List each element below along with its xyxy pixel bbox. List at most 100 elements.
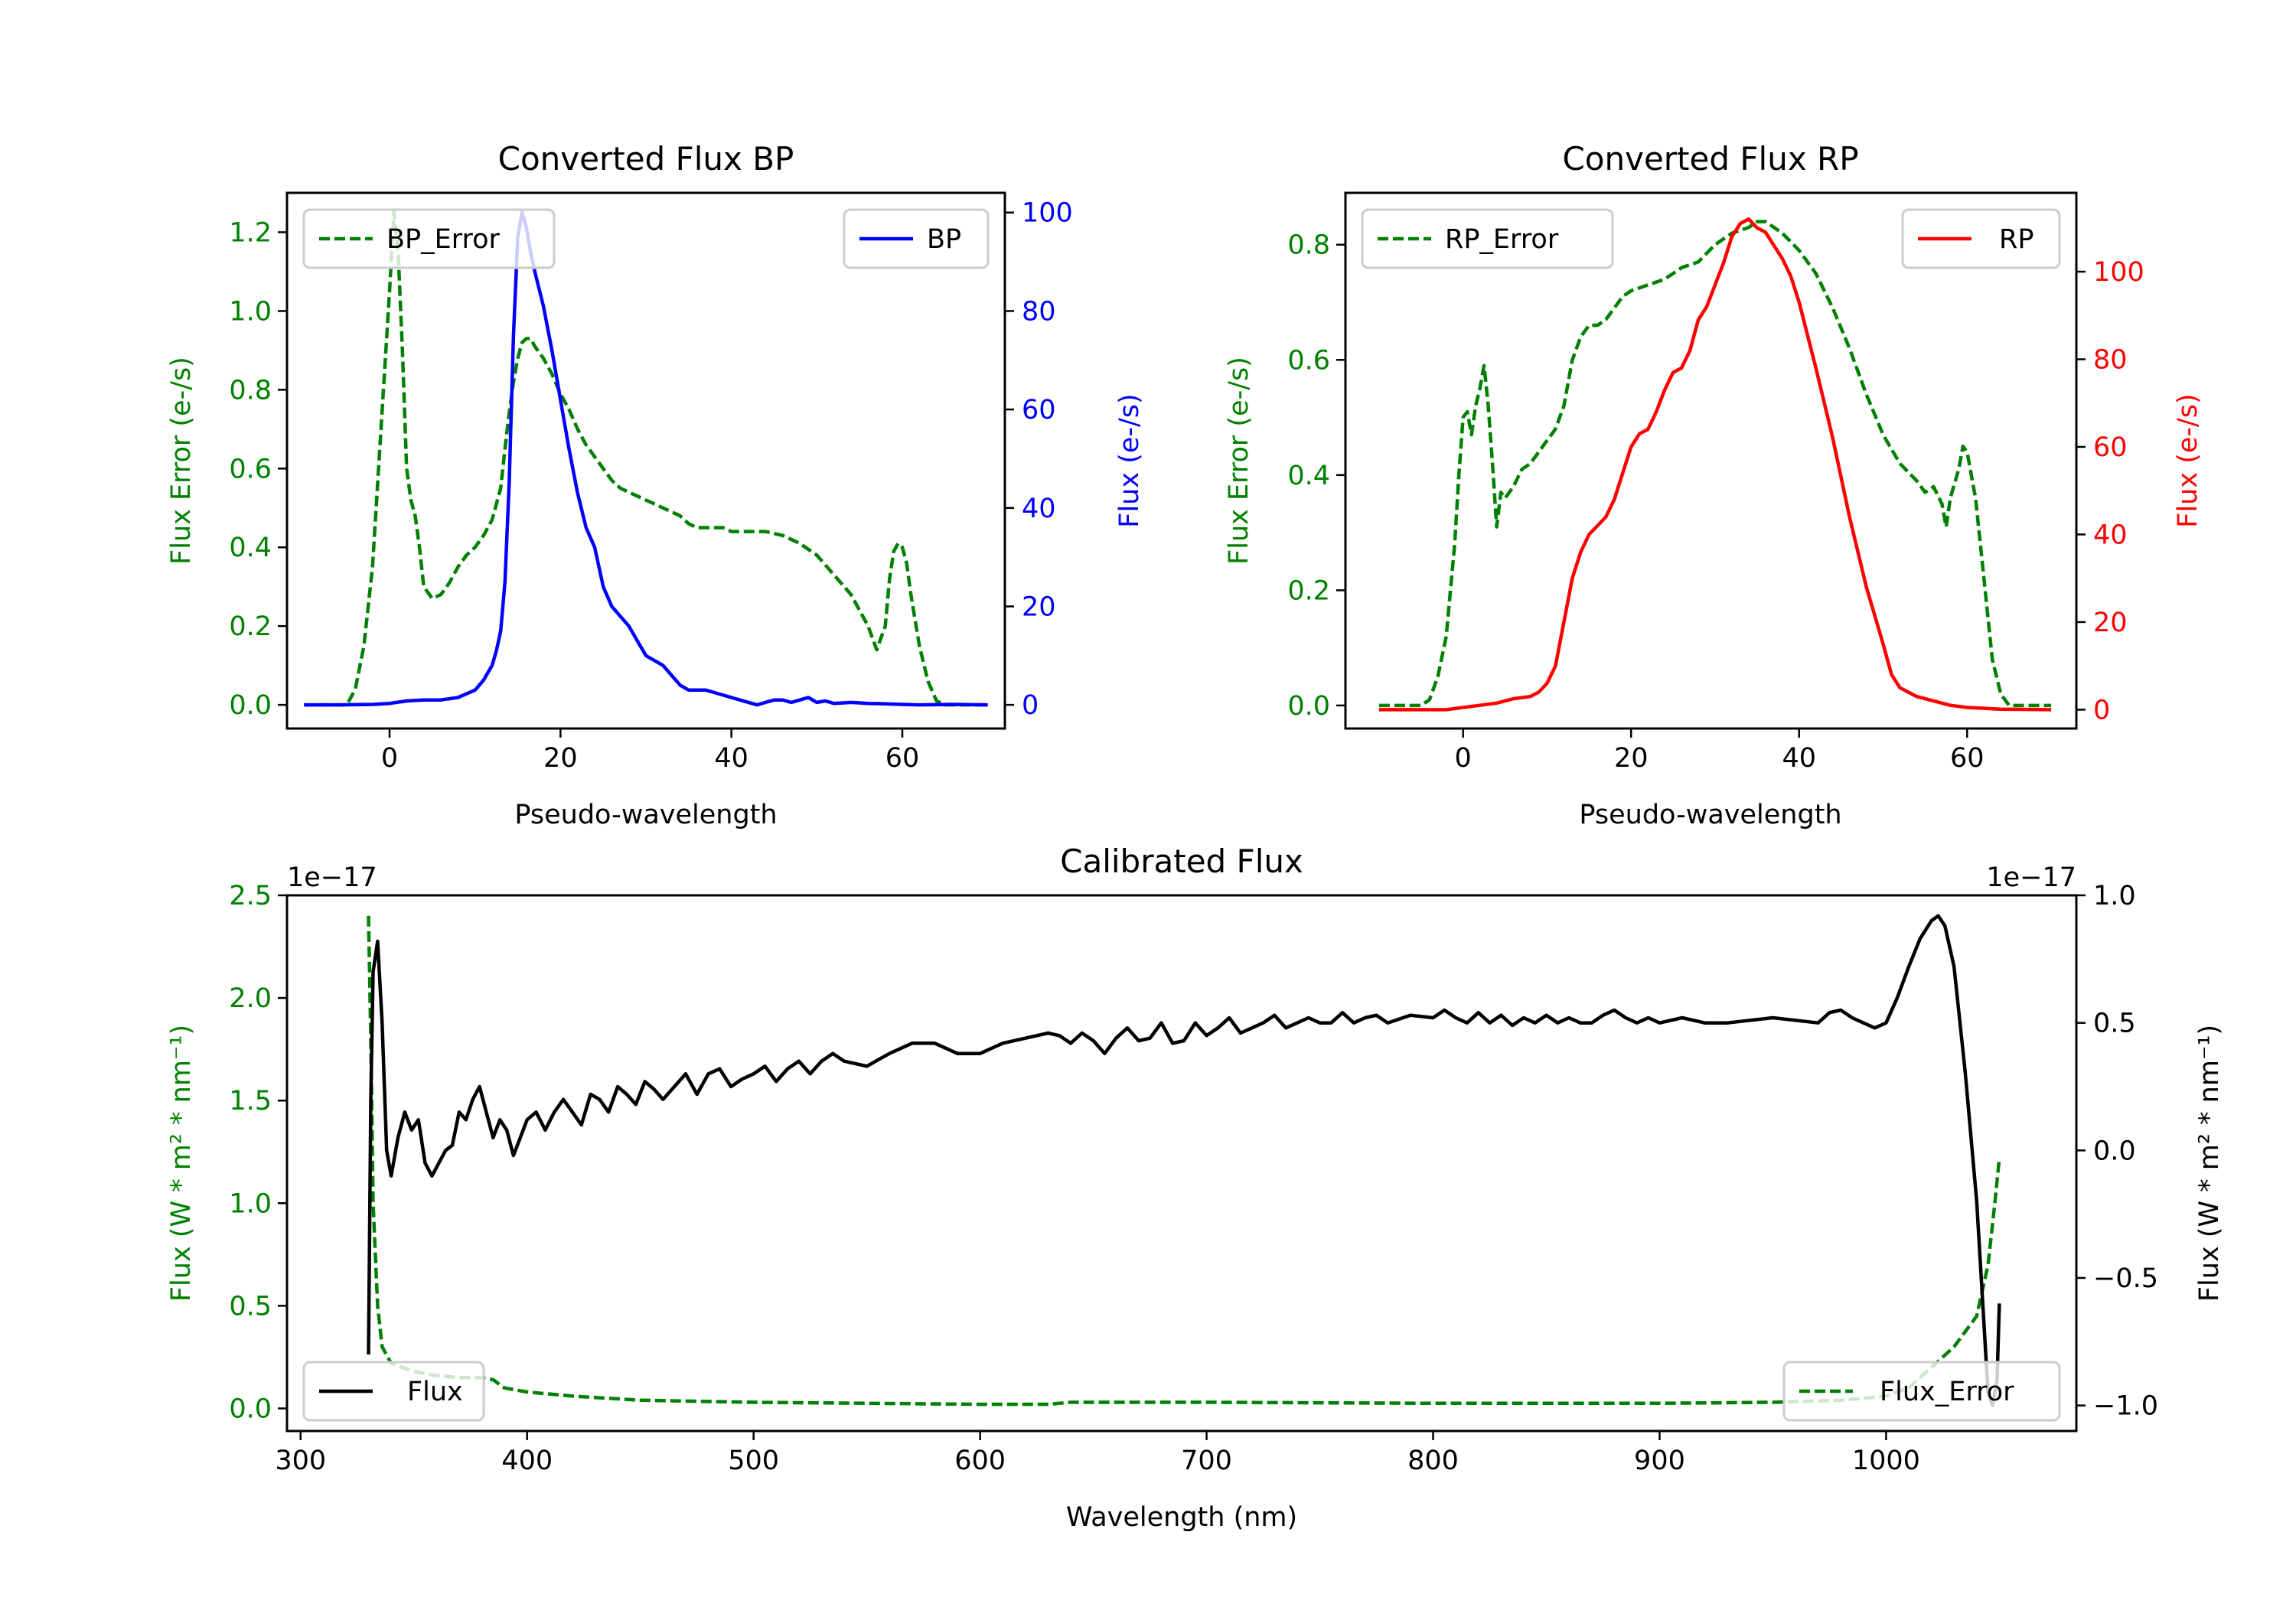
bp-left-tick-label: 0.6 (229, 454, 272, 484)
cal-x-tick-label: 700 (1181, 1446, 1232, 1476)
rp-right-tick-label: 60 (2093, 432, 2128, 463)
cal-legend-flux: Flux (302, 1361, 485, 1422)
bp-right-tick-label: 20 (1022, 592, 1056, 622)
rp-left-tick-label: 0.2 (1287, 575, 1330, 606)
bp-right-tick-label: 100 (1022, 198, 1073, 229)
rp-series-rp-error-line (1378, 220, 2052, 708)
rp-legend-flux: RP (1901, 208, 2061, 269)
cal-series-flux-line (367, 914, 2001, 1407)
bp-left-tick-label: 1.2 (229, 217, 272, 248)
rp-left-ticks: 0.0 0.2 0.4 0.6 0.8 (1287, 230, 1345, 722)
bp-legend-error-box (302, 208, 556, 269)
bp-axes-frame (285, 191, 1006, 730)
cal-left-tick-label: 2.0 (229, 983, 272, 1014)
bp-series-bp-error-line (304, 210, 988, 707)
cal-legend-error-label: Flux_Error (1880, 1377, 2014, 1407)
cal-x-tick-label: 800 (1407, 1446, 1459, 1476)
rp-x-axis-label: Pseudo-wavelength (1579, 800, 1841, 830)
bp-right-ticks: 0 20 40 60 80 100 (1005, 198, 1073, 721)
bp-x-axis-label: Pseudo-wavelength (514, 800, 777, 830)
cal-x-tick-label: 500 (728, 1446, 779, 1476)
rp-legend-error: RP_Error (1361, 208, 1614, 269)
rp-left-tick-label: 0.6 (1287, 345, 1330, 376)
bp-x-tick-label: 60 (885, 743, 920, 774)
cal-axes-frame (285, 894, 2078, 1433)
rp-legend-error-label: RP_Error (1445, 224, 1559, 255)
bp-x-tick-label: 20 (543, 743, 578, 774)
bp-right-tick-label: 80 (1022, 296, 1056, 327)
bp-right-tick-label: 40 (1022, 494, 1056, 524)
cal-left-tick-label: 2.5 (229, 881, 272, 911)
cal-left-tick-label: 1.0 (229, 1188, 272, 1219)
bp-legend-error: BP_Error (302, 208, 556, 269)
rp-right-tick-label: 0 (2093, 695, 2110, 725)
rp-left-tick-label: 0.0 (1287, 691, 1330, 722)
cal-legend-flux-label: Flux (407, 1377, 463, 1407)
bp-left-tick-label: 1.0 (229, 296, 272, 327)
rp-legend-flux-box (1901, 208, 2061, 269)
rp-right-ticks: 0 20 40 60 80 100 (2076, 257, 2144, 725)
bp-data-layer (304, 210, 988, 707)
cal-right-tick-label: 1.0 (2093, 881, 2136, 911)
cal-title: Calibrated Flux (1060, 843, 1303, 880)
chart-calibrated: 0.0 0.5 1.0 1.5 2.0 2.5 −1.0 −0.5 0.0 0.5 1.0 300… (166, 843, 2225, 1533)
rp-x-tick-label: 60 (1950, 743, 1985, 774)
bp-right-tick-label: 0 (1022, 690, 1039, 721)
bp-legend-flux-label: BP (927, 224, 961, 255)
cal-legend-error-box (1782, 1361, 2061, 1422)
cal-left-tick-label: 0.0 (229, 1393, 272, 1424)
rp-right-tick-label: 40 (2093, 520, 2128, 550)
rp-left-tick-label: 0.8 (1287, 230, 1330, 261)
rp-right-tick-label: 80 (2093, 344, 2128, 375)
cal-right-tick-label: 0.5 (2093, 1009, 2136, 1039)
cal-x-tick-label: 400 (501, 1446, 553, 1476)
rp-x-tick-label: 20 (1614, 743, 1649, 774)
bp-right-tick-label: 60 (1022, 395, 1056, 425)
rp-x-tick-label: 40 (1782, 743, 1816, 774)
bp-x-tick-label: 40 (714, 743, 748, 774)
cal-legend-error: Flux_Error (1782, 1361, 2061, 1422)
bp-x-tick-label: 0 (381, 743, 398, 774)
rp-legend-flux-label: RP (1999, 224, 2033, 255)
cal-left-offset-label: 1e−17 (287, 862, 377, 893)
bp-left-tick-label: 0.8 (229, 375, 272, 406)
rp-series-rp-line (1378, 217, 2052, 712)
cal-right-axis-label: Flux (W * m² * nm⁻¹) (2194, 1025, 2225, 1302)
rp-right-tick-label: 20 (2093, 608, 2128, 638)
bp-legend-flux-box (843, 208, 990, 269)
rp-left-axis-label: Flux Error (e-/s) (1224, 357, 1254, 565)
rp-title: Converted Flux RP (1562, 140, 1858, 178)
cal-x-ticks: 300 400 500 600 700 800 900 1000 (275, 1431, 1920, 1476)
bp-left-tick-label: 0.0 (229, 690, 272, 721)
cal-right-ticks: −1.0 −0.5 0.0 0.5 1.0 (2076, 881, 2158, 1422)
bp-legend-error-label: BP_Error (386, 224, 501, 255)
bp-legend-flux: BP (843, 208, 990, 269)
bp-left-axis-label: Flux Error (e-/s) (166, 357, 197, 565)
bp-series-bp-line (304, 210, 988, 707)
rp-legend-error-box (1361, 208, 1614, 269)
rp-right-tick-label: 100 (2093, 257, 2144, 288)
cal-right-tick-label: 0.0 (2093, 1136, 2136, 1166)
bp-left-tick-label: 0.2 (229, 611, 272, 642)
cal-right-offset-label: 1e−17 (1986, 862, 2076, 893)
cal-x-axis-label: Wavelength (nm) (1066, 1502, 1297, 1533)
cal-legend-flux-box (302, 1361, 485, 1422)
bp-x-ticks: 0 20 40 60 (381, 729, 919, 774)
bp-right-axis-label: Flux (e-/s) (1114, 393, 1145, 527)
chart-rp: 0.0 0.2 0.4 0.6 0.8 0 20 40 60 80 100 0 20 40 60 Con… (1224, 140, 2203, 830)
bp-left-tick-label: 0.4 (229, 533, 272, 563)
cal-left-tick-label: 0.5 (229, 1291, 272, 1322)
cal-x-tick-label: 1000 (1852, 1446, 1920, 1476)
rp-x-ticks: 0 20 40 60 (1455, 729, 1985, 774)
cal-left-axis-label: Flux (W * m² * nm⁻¹) (166, 1025, 197, 1302)
cal-right-tick-label: −1.0 (2093, 1391, 2158, 1422)
rp-left-tick-label: 0.4 (1287, 461, 1330, 491)
cal-x-tick-label: 900 (1634, 1446, 1685, 1476)
rp-x-tick-label: 0 (1455, 743, 1472, 774)
bp-left-ticks: 0.0 0.2 0.4 0.6 0.8 1.0 1.2 (229, 217, 287, 721)
cal-x-tick-label: 300 (275, 1446, 326, 1476)
rp-right-axis-label: Flux (e-/s) (2173, 393, 2203, 527)
cal-left-ticks: 0.0 0.5 1.0 1.5 2.0 2.5 (229, 881, 287, 1424)
chart-bp: 0.0 0.2 0.4 0.6 0.8 1.0 1.2 0 20 40 60 80 100 0 20 40… (166, 140, 1145, 830)
